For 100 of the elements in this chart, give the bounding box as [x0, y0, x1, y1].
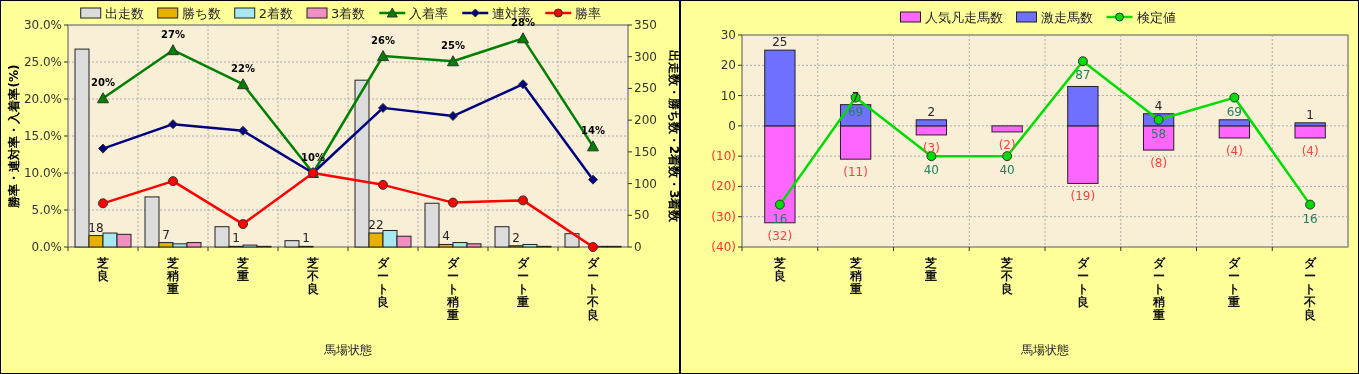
data-label: (2) — [998, 137, 1016, 152]
point — [447, 55, 459, 67]
y-tick-label: (40) — [711, 240, 736, 254]
data-label: 4 — [442, 229, 450, 244]
x-tick-label: ダート重 — [1227, 256, 1242, 309]
x-tick-label: 芝不良 — [1000, 256, 1014, 296]
data-label: 16 — [1302, 211, 1318, 226]
data-label: 22 — [368, 218, 384, 233]
data-label: 1 — [302, 231, 310, 246]
y2-tick-label: 300 — [634, 49, 657, 64]
point — [168, 176, 178, 187]
y-tick-label: 10.0% — [23, 166, 62, 180]
point — [238, 125, 248, 136]
y-tick-label: 20.0% — [23, 92, 62, 106]
point — [1229, 92, 1240, 103]
point — [518, 79, 528, 90]
data-label: (8) — [1150, 156, 1168, 171]
data-label: 16 — [772, 211, 788, 226]
point — [97, 92, 109, 104]
point — [238, 219, 248, 230]
legend-label: 検定値 — [1136, 10, 1176, 25]
legend-label: 出走数 — [104, 6, 144, 21]
y-tick-label: 0 — [728, 118, 736, 133]
data-label: 2 — [927, 104, 936, 119]
legend-label: 入着率 — [409, 6, 449, 21]
point — [167, 44, 179, 56]
x-tick-label: ダート稍重 — [446, 256, 460, 322]
data-label: (4) — [1225, 143, 1243, 158]
point — [588, 242, 598, 252]
legend-label: 勝ち数 — [181, 6, 221, 21]
y-tick-label: 20 — [720, 58, 736, 73]
data-label: 69 — [847, 104, 864, 119]
y2-tick-label: 0 — [634, 240, 642, 254]
x-tick-label: ダート稍重 — [1151, 256, 1166, 322]
x-tick-label: 芝重 — [924, 256, 938, 283]
legend-label: 勝率 — [575, 6, 602, 21]
y-tick-label: 0.0% — [31, 240, 62, 254]
y-tick-label: (20) — [711, 179, 736, 194]
x-tick-label: ダート不良 — [1303, 256, 1318, 322]
x-tick-label: ダート重 — [516, 256, 530, 309]
data-label: 40 — [923, 163, 940, 178]
x-tick-label: ダート良 — [1076, 256, 1090, 309]
y-tick-label: 30.0% — [23, 18, 62, 32]
data-label: 26% — [371, 35, 395, 47]
x-tick-label: ダート不良 — [586, 256, 600, 322]
y-tick-label: (10) — [711, 149, 736, 164]
point — [518, 195, 528, 206]
y-tick-label: 15.0% — [23, 129, 62, 143]
point — [98, 143, 108, 154]
point — [517, 32, 529, 44]
data-label: 7 — [162, 227, 170, 242]
data-label: 20% — [91, 77, 115, 89]
data-label: 25 — [772, 35, 788, 50]
point — [237, 78, 249, 90]
x-tick-label: 芝稍重 — [166, 256, 179, 296]
data-label: 25% — [441, 40, 465, 52]
data-label: 18 — [88, 220, 104, 235]
y2-tick-label: 150 — [634, 144, 657, 159]
y-tick-label: 10 — [720, 88, 736, 103]
x-axis-title: 馬場状態 — [323, 343, 372, 357]
y-tick-label: 25.0% — [23, 55, 62, 69]
y-tick-label: 30 — [720, 28, 736, 42]
x-tick-label: 芝良 — [96, 256, 109, 283]
y2-tick-label: 50 — [634, 208, 650, 223]
x-tick-label: 芝重 — [236, 256, 249, 283]
point — [378, 179, 388, 190]
point — [377, 50, 389, 62]
legend-label: 2着数 — [258, 6, 293, 21]
y-tick-label: 5.0% — [31, 203, 62, 217]
point — [378, 102, 388, 113]
y2-axis-title: 出走数・勝ち数・2着数・3着数 — [667, 49, 681, 224]
data-label: (11) — [843, 165, 868, 180]
data-label: 27% — [161, 29, 185, 41]
point — [1305, 199, 1316, 210]
bar — [1294, 125, 1326, 139]
data-label: 87 — [1075, 68, 1091, 83]
point — [98, 198, 108, 209]
data-label: (32) — [767, 228, 793, 243]
point — [448, 111, 458, 122]
bar — [991, 125, 1023, 133]
y2-tick-label: 350 — [634, 18, 657, 32]
data-label: 1 — [1306, 107, 1314, 122]
point — [448, 197, 458, 208]
point — [588, 174, 598, 185]
data-label: 40 — [999, 163, 1015, 178]
point — [587, 140, 599, 152]
point — [774, 199, 785, 210]
y-axis-title: 勝率・連対率・入着率(%) — [7, 64, 21, 209]
data-label: (19) — [1070, 189, 1096, 204]
data-label: (3) — [922, 140, 940, 155]
x-tick-label: 芝良 — [772, 256, 786, 283]
x-tick-label: 芝稍重 — [848, 256, 862, 296]
y2-tick-label: 100 — [634, 176, 657, 191]
x-tick-label: ダート良 — [377, 256, 390, 309]
data-label: 22% — [231, 63, 255, 75]
y2-tick-label: 200 — [634, 113, 657, 128]
legend-label: 3着数 — [331, 6, 366, 21]
x-axis-title: 馬場状態 — [1020, 343, 1069, 357]
data-label: (4) — [1301, 143, 1319, 158]
data-label: 58 — [1150, 126, 1167, 141]
